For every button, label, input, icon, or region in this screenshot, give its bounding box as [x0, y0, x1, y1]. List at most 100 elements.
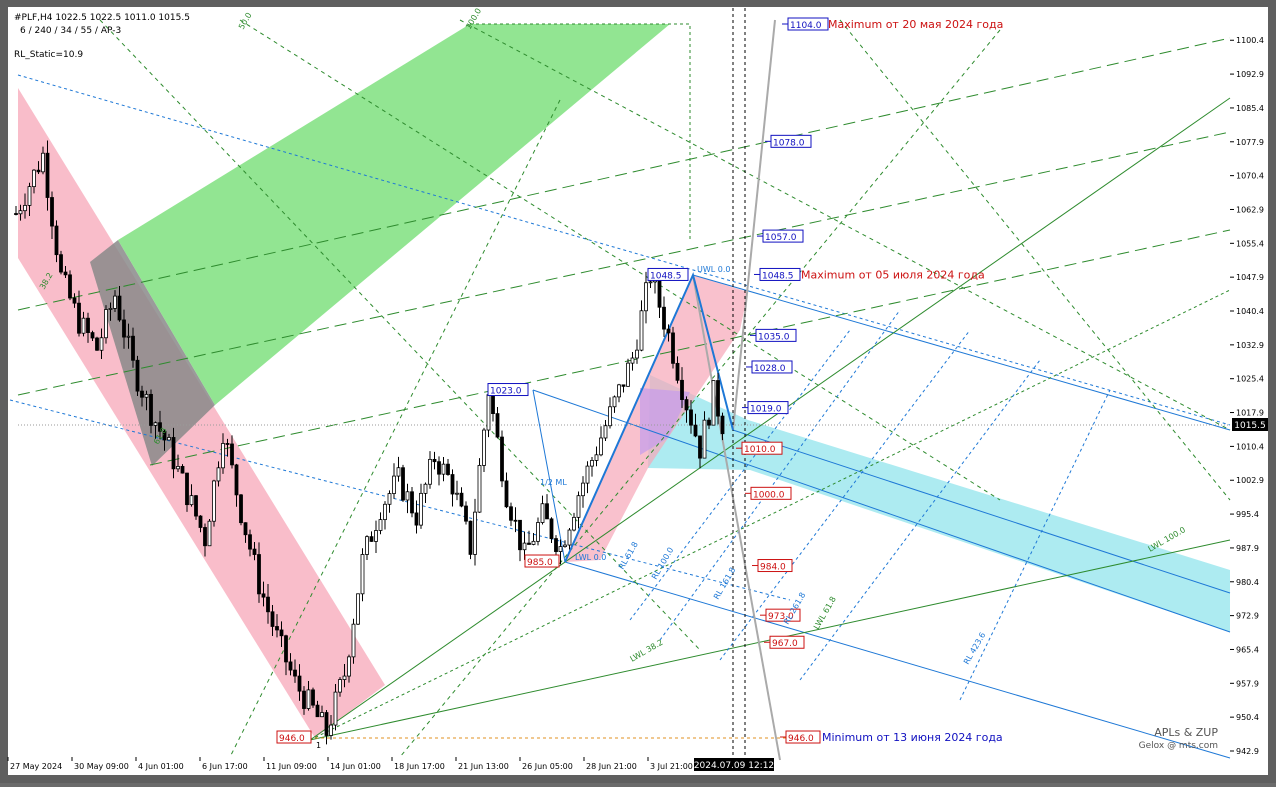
- current-price-tag: [1232, 418, 1268, 431]
- candle-body: [365, 536, 369, 555]
- candle-body: [270, 611, 275, 627]
- candle-body: [693, 424, 698, 437]
- candle-body: [455, 492, 459, 495]
- price-label-box: [770, 134, 812, 148]
- y-tick-label: 965.4: [1236, 645, 1259, 654]
- candle-body: [666, 328, 671, 334]
- y-tick-label: 995.4: [1236, 510, 1259, 519]
- price-label-box: [765, 608, 801, 622]
- annotations: Maximum от 20 мая 2024 года Maximum от 05…: [801, 18, 1003, 744]
- candle-body: [491, 394, 495, 414]
- candle-body: [32, 169, 36, 188]
- candle-body: [612, 396, 617, 408]
- price-label-text: 967.0: [772, 639, 798, 649]
- time-axis: [8, 757, 1268, 775]
- x-tick-label: 21 Jun 13:00: [458, 762, 509, 771]
- current-time-value: 2024.07.09 12:12: [694, 761, 774, 771]
- price-label-box: [769, 635, 805, 649]
- x-tick-label: 14 Jun 01:00: [330, 762, 381, 771]
- price-label-text: 1048.5: [762, 271, 794, 281]
- candle-body: [329, 724, 333, 736]
- zigzag-leg: [532, 389, 566, 563]
- green-dash-1: [149, 229, 1231, 466]
- candle-body: [171, 437, 176, 470]
- candle-body: [104, 309, 108, 339]
- y-tick-label: 972.9: [1236, 612, 1259, 621]
- candle-body: [585, 465, 590, 484]
- price-label-box: [741, 441, 783, 455]
- candle-body: [509, 506, 513, 521]
- candle-body: [185, 472, 189, 506]
- green-solid-upper: [309, 97, 1231, 741]
- candle-body: [72, 297, 77, 304]
- candle-body: [599, 437, 603, 456]
- extreme-label-box: [524, 554, 560, 568]
- candle-body: [720, 415, 725, 435]
- candle-body: [432, 458, 437, 463]
- price-label-text: 1010.0: [744, 445, 776, 455]
- zigzag-swing: [564, 271, 734, 563]
- candle-body: [90, 332, 95, 339]
- green-dotted-box: [470, 23, 691, 240]
- price-label-text: 1028.0: [754, 364, 786, 374]
- candle-body: [234, 464, 239, 496]
- candle-body: [522, 542, 527, 551]
- candle-body: [531, 540, 536, 545]
- extreme-annotation: Maximum от 05 июля 2024 года: [801, 268, 985, 281]
- x-axis: 27 May 2024 30 May 09:00 4 Jun 01:00 6 Jun …: [7, 757, 693, 771]
- candle-body: [158, 422, 162, 432]
- candle-body: [707, 419, 711, 426]
- candle-body: [464, 505, 468, 522]
- candle-body: [167, 437, 171, 441]
- extreme-label-text: 946.0: [279, 734, 305, 744]
- brand-label: APLs & ZUP: [1154, 726, 1218, 739]
- candle-body: [131, 335, 135, 361]
- candle-body: [477, 465, 482, 513]
- candle-body: [315, 704, 320, 718]
- y-tick-label: 1025.4: [1236, 375, 1264, 384]
- price-axis: [1230, 7, 1268, 757]
- candle-body: [437, 461, 441, 475]
- x-tick-label: 30 May 09:00: [74, 762, 129, 771]
- level-label: UWL 0.0: [697, 265, 731, 274]
- candle-body: [302, 690, 306, 709]
- candle-body: [293, 669, 297, 677]
- y-tick-label: 1085.4: [1236, 104, 1264, 113]
- extreme-label-box: [647, 267, 689, 281]
- candle-body: [648, 281, 653, 284]
- candle-body: [590, 460, 594, 467]
- y-tick-label: 1092.9: [1236, 70, 1264, 79]
- candle-body: [603, 425, 608, 439]
- price-label-box: [750, 486, 792, 500]
- candle-body: [99, 337, 104, 351]
- blue-dotted-lower: [9, 399, 791, 601]
- x-tick-label: 3 Jul 21:00: [650, 762, 693, 771]
- candle-body: [54, 225, 59, 256]
- candle-body: [486, 394, 491, 431]
- green-dotted-diag-5: [399, 29, 1001, 758]
- blue-channel-lower: [564, 561, 1231, 759]
- candle-body: [266, 596, 270, 613]
- candle-body: [702, 419, 707, 459]
- candle-body: [311, 689, 315, 706]
- price-label-box: [747, 401, 789, 415]
- price-label-text: 946.0: [788, 734, 814, 744]
- candle-body: [324, 712, 329, 736]
- candle-body: [459, 492, 464, 507]
- static-line: RL_Static=10.9: [14, 50, 83, 60]
- price-label-box: [755, 328, 797, 342]
- candle-body: [342, 675, 347, 680]
- candle-body: [410, 491, 414, 514]
- candle-body: [549, 518, 554, 539]
- candle-body: [153, 422, 158, 426]
- candle-body: [14, 213, 18, 215]
- candle-body: [360, 554, 365, 595]
- candle-body: [387, 493, 392, 505]
- extreme-annotation: Maximum от 20 мая 2024 года: [828, 18, 1003, 31]
- candle-body: [162, 430, 167, 441]
- candle-body: [149, 393, 153, 426]
- y-tick-label: 1017.9: [1236, 409, 1264, 418]
- level-label: 1: [316, 741, 321, 750]
- price-label-text: 973.0: [768, 612, 794, 622]
